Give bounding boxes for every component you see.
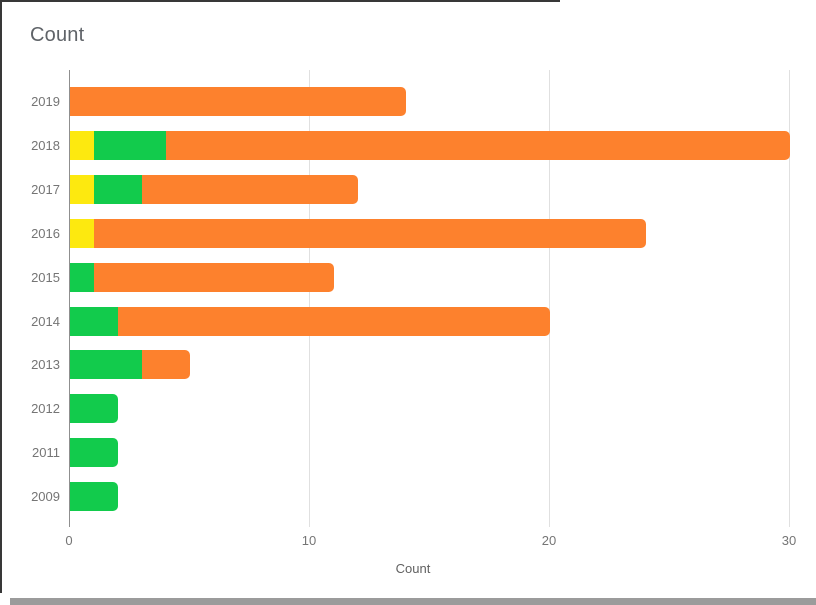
x-tick-label: 0: [65, 533, 73, 548]
bar-segment-green[interactable]: [70, 482, 118, 511]
y-axis-label: 2015: [31, 270, 60, 285]
x-tick-label: 30: [781, 533, 797, 548]
top-border: [0, 0, 560, 2]
y-axis-label: 2009: [31, 489, 60, 504]
bar-segment-green[interactable]: [94, 175, 142, 204]
y-axis-label: 2011: [32, 445, 60, 460]
bar-segment-yellow[interactable]: [70, 219, 94, 248]
bar-segment-orange[interactable]: [142, 350, 190, 379]
gridline: [789, 70, 790, 527]
gridline: [549, 70, 550, 527]
bar-segment-green[interactable]: [70, 394, 118, 423]
bottom-gray-strip: [10, 598, 816, 605]
y-axis-label: 2018: [31, 138, 60, 153]
bar-segment-yellow[interactable]: [70, 131, 94, 160]
bar-segment-orange[interactable]: [166, 131, 790, 160]
bar-segment-orange[interactable]: [118, 307, 550, 336]
left-border: [0, 0, 2, 593]
bar-segment-orange[interactable]: [70, 87, 406, 116]
bar-segment-green[interactable]: [70, 307, 118, 336]
x-tick-label: 20: [541, 533, 557, 548]
chart-title: Count: [30, 24, 85, 46]
bar-segment-orange[interactable]: [94, 219, 646, 248]
y-axis-label: 2012: [31, 401, 60, 416]
y-axis-label: 2013: [31, 357, 60, 372]
x-tick-label: 10: [301, 533, 317, 548]
bar-segment-green[interactable]: [70, 438, 118, 467]
bar-segment-orange[interactable]: [142, 175, 358, 204]
gridline: [309, 70, 310, 527]
x-axis-title: Count: [395, 561, 431, 576]
y-axis-label: 2017: [31, 182, 60, 197]
y-axis-label: 2016: [31, 226, 60, 241]
bar-segment-yellow[interactable]: [70, 175, 94, 204]
bar-segment-green[interactable]: [70, 350, 142, 379]
bar-segment-green[interactable]: [70, 263, 94, 292]
y-axis-label: 2014: [31, 314, 60, 329]
axis-baseline: [69, 70, 70, 527]
y-axis-label: 2019: [31, 94, 60, 109]
bar-segment-orange[interactable]: [94, 263, 334, 292]
bar-segment-green[interactable]: [94, 131, 166, 160]
